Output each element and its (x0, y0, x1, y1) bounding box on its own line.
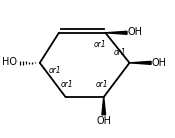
Polygon shape (130, 61, 151, 64)
Text: or1: or1 (94, 40, 107, 49)
Text: or1: or1 (96, 80, 108, 89)
Text: or1: or1 (61, 80, 74, 89)
Text: HO: HO (2, 57, 17, 67)
Polygon shape (102, 97, 106, 115)
Text: OH: OH (96, 116, 111, 126)
Text: or1: or1 (49, 66, 62, 75)
Text: OH: OH (152, 58, 167, 68)
Text: or1: or1 (114, 48, 127, 57)
Text: OH: OH (128, 27, 143, 37)
Polygon shape (105, 31, 127, 34)
